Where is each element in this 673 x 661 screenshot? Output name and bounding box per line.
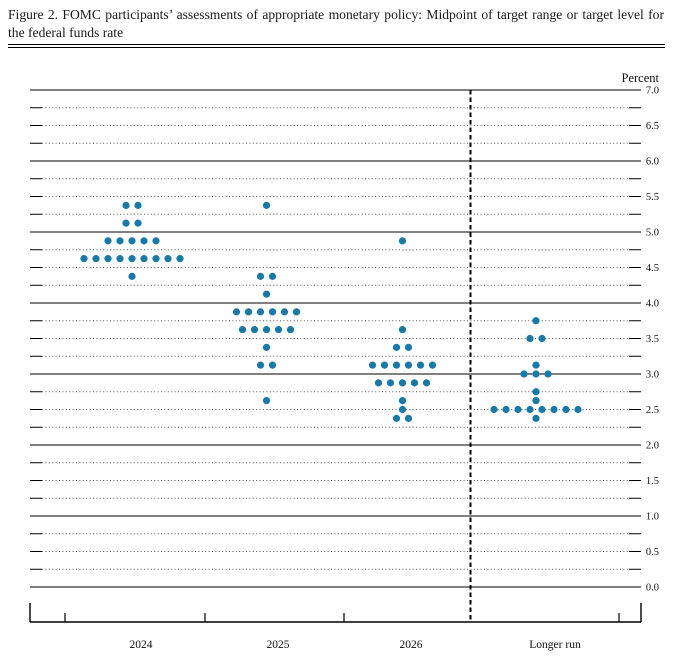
y-tick-label: 4.5 xyxy=(646,263,659,274)
dot-2026-2.5 xyxy=(398,405,407,414)
x-category-label: 2024 xyxy=(130,639,153,651)
dot-longer-run-2.5 xyxy=(514,405,522,414)
dot-2026-3.125 xyxy=(428,361,437,369)
dot-longer-run-2.75 xyxy=(532,388,540,396)
dot-2024-4.875 xyxy=(104,237,112,245)
dot-2026-2.875 xyxy=(374,379,383,387)
dot-2024-4.625 xyxy=(164,255,172,263)
dot-2025-3.875 xyxy=(280,308,289,316)
dot-2026-2.875 xyxy=(398,379,407,387)
dot-longer-run-3 xyxy=(544,370,552,378)
x-category-label: 2026 xyxy=(400,639,423,651)
dot-2026-2.875 xyxy=(386,379,395,387)
dot-longer-run-2.5 xyxy=(550,405,558,414)
dot-longer-run-2.625 xyxy=(532,397,540,405)
dot-longer-run-3.5 xyxy=(538,334,546,343)
dot-2026-3.125 xyxy=(380,361,389,369)
dot-2024-5.125 xyxy=(134,219,142,227)
dot-longer-run-3.75 xyxy=(532,317,540,325)
dot-longer-run-3 xyxy=(520,370,528,378)
y-tick-label: 0.5 xyxy=(646,547,659,558)
y-tick-label: 2.5 xyxy=(646,405,659,416)
x-category-label: Longer run xyxy=(529,639,581,651)
dot-2024-4.625 xyxy=(176,255,184,263)
y-tick-label: 7.0 xyxy=(646,86,659,97)
dot-longer-run-3 xyxy=(532,370,540,378)
dot-2026-3.625 xyxy=(398,326,407,334)
dot-2025-3.375 xyxy=(262,343,271,351)
dot-2024-5.375 xyxy=(122,201,130,209)
y-tick-label: 2.0 xyxy=(646,441,659,452)
figure-title: Figure 2. FOMC participants’ assessments… xyxy=(8,7,664,40)
dot-2026-3.125 xyxy=(368,361,377,369)
dot-longer-run-2.5 xyxy=(502,405,510,414)
dot-2025-3.625 xyxy=(286,326,295,334)
y-tick-label: 0.0 xyxy=(646,583,659,594)
dot-2024-5.125 xyxy=(122,219,130,227)
dot-2024-4.625 xyxy=(92,255,100,263)
dot-2026-2.625 xyxy=(398,397,407,405)
dot-2025-3.125 xyxy=(268,361,277,369)
dot-2025-3.875 xyxy=(292,308,301,316)
dot-2026-2.875 xyxy=(410,379,419,387)
dot-2026-3.125 xyxy=(404,361,413,369)
y-tick-label: 6.5 xyxy=(646,121,659,132)
y-tick-label: 6.0 xyxy=(646,157,659,168)
dot-longer-run-2.5 xyxy=(538,405,546,414)
dot-longer-run-2.375 xyxy=(532,414,540,422)
dot-2025-4.375 xyxy=(268,272,277,280)
dot-2025-3.625 xyxy=(250,326,259,334)
dot-2025-3.625 xyxy=(262,326,271,334)
dot-2025-3.875 xyxy=(244,308,253,316)
dot-2024-4.625 xyxy=(128,255,136,263)
y-tick-label: 5.0 xyxy=(646,228,659,239)
dot-longer-run-2.5 xyxy=(562,405,570,414)
dot-2025-3.625 xyxy=(238,326,247,334)
dot-2026-3.375 xyxy=(392,343,401,351)
dot-2024-5.375 xyxy=(134,201,142,209)
y-tick-label: 4.0 xyxy=(646,299,659,310)
y-axis-unit-label: Percent xyxy=(622,71,660,85)
dot-longer-run-3.5 xyxy=(526,334,534,343)
dot-longer-run-3.125 xyxy=(532,361,540,369)
dot-2024-4.375 xyxy=(128,272,136,280)
x-category-label: 2025 xyxy=(267,639,290,651)
dot-2024-4.875 xyxy=(140,237,148,245)
y-tick-label: 3.0 xyxy=(646,370,659,381)
y-tick-label: 1.5 xyxy=(646,476,659,487)
title-double-rule xyxy=(8,44,665,48)
dot-2025-3.125 xyxy=(256,361,265,369)
dot-2026-2.375 xyxy=(392,414,401,422)
dot-longer-run-2.5 xyxy=(526,405,534,414)
dot-2024-4.625 xyxy=(116,255,124,263)
dot-2024-4.625 xyxy=(80,255,88,263)
dot-2026-3.375 xyxy=(404,343,413,351)
dot-2025-2.625 xyxy=(262,397,271,405)
dot-longer-run-2.5 xyxy=(574,405,582,414)
y-tick-label: 1.0 xyxy=(646,512,659,523)
dot-2024-4.875 xyxy=(128,237,136,245)
dot-2026-3.125 xyxy=(392,361,401,369)
dot-2024-4.875 xyxy=(152,237,160,245)
dot-2026-3.125 xyxy=(416,361,425,369)
dot-2025-3.875 xyxy=(232,308,241,316)
dot-2026-4.875 xyxy=(398,237,407,245)
dot-2024-4.625 xyxy=(140,255,148,263)
dot-2024-4.875 xyxy=(116,237,124,245)
dot-2024-4.625 xyxy=(104,255,112,263)
dot-2025-3.875 xyxy=(268,308,277,316)
dot-2026-2.375 xyxy=(404,414,413,422)
dot-2025-3.625 xyxy=(274,326,283,334)
dot-2025-5.375 xyxy=(262,201,271,209)
dot-longer-run-2.5 xyxy=(490,405,498,414)
y-tick-label: 3.5 xyxy=(646,334,659,345)
dot-2025-3.875 xyxy=(256,308,265,316)
dot-2026-2.875 xyxy=(422,379,431,387)
y-tick-label: 5.5 xyxy=(646,192,659,203)
dot-2025-4.375 xyxy=(256,272,265,280)
dot-2025-4.125 xyxy=(262,290,271,298)
dot-2024-4.625 xyxy=(152,255,160,263)
